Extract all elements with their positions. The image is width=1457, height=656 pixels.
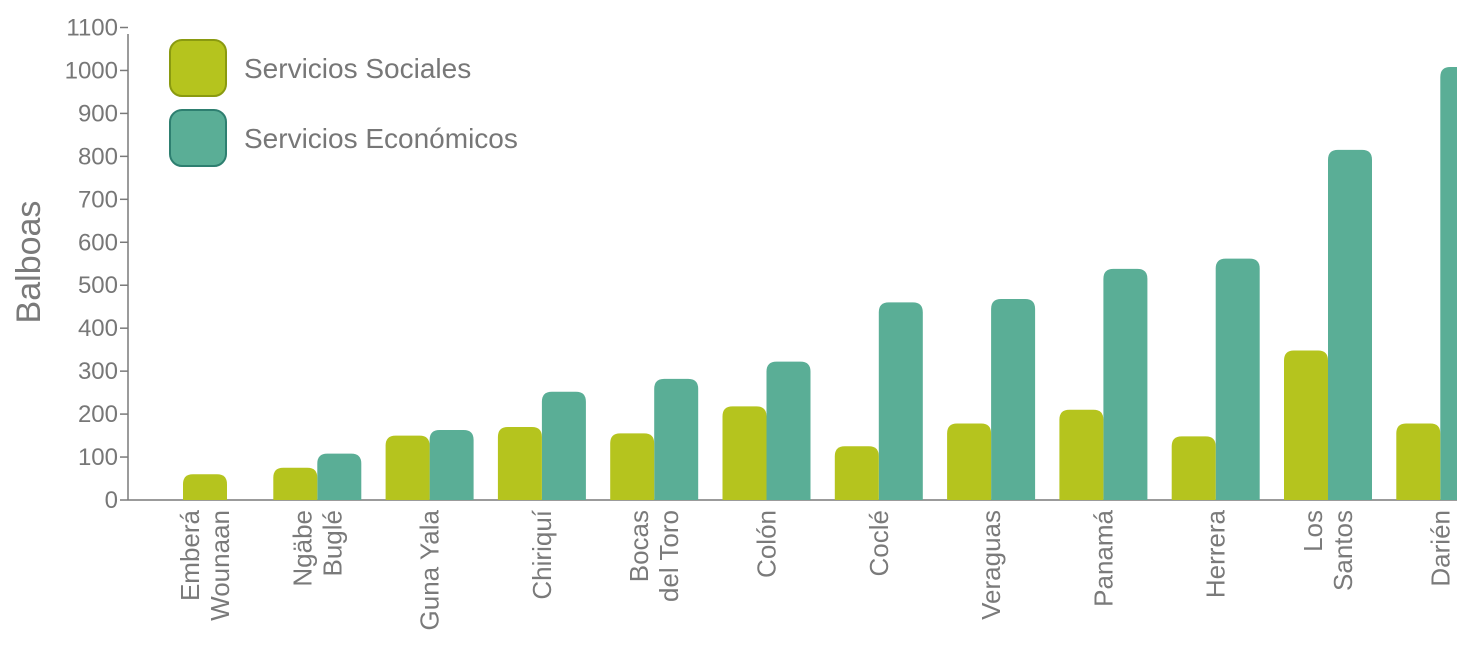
bar-servicios-economicos-darien xyxy=(1440,67,1457,500)
y-tick-label: 200 xyxy=(78,401,118,428)
bar-servicios-economicos-cocle xyxy=(878,302,923,500)
x-tick-label: Guna Yala xyxy=(415,509,445,630)
y-tick-label: 700 xyxy=(78,186,118,213)
x-tick-label: Emberá xyxy=(175,509,205,601)
bar-servicios-economicos-los-santos xyxy=(1328,149,1372,500)
x-tick-label: Los xyxy=(1298,510,1328,552)
y-axis: 0 100 200 300 400 500 600 700 800 900 1000 1100 Bal… xyxy=(10,15,129,514)
x-tick-label: Wounaan xyxy=(205,510,235,621)
bar-servicios-sociales-panama xyxy=(1059,409,1104,500)
legend-swatch-servicios-economicos xyxy=(169,109,227,167)
y-tick-label: 600 xyxy=(78,229,118,256)
x-tick-label: Herrera xyxy=(1201,509,1231,598)
y-tick-label: 400 xyxy=(78,315,118,342)
legend-swatch-servicios-sociales xyxy=(169,39,227,97)
x-tick-label: Panamá xyxy=(1088,509,1118,606)
bar-servicios-economicos-bocas-del-toro xyxy=(654,378,699,500)
y-tick-label: 800 xyxy=(78,143,118,170)
y-tick-label: 500 xyxy=(78,272,118,299)
bar-servicios-sociales-colon xyxy=(722,406,767,500)
bar-servicios-economicos-herrera xyxy=(1215,258,1260,500)
x-tick-label: Santos xyxy=(1328,510,1358,591)
y-tick-label: 1100 xyxy=(66,15,118,42)
bar-servicios-economicos-guna-yala xyxy=(429,429,474,500)
bar-servicios-economicos-colon xyxy=(766,361,811,500)
x-tick-label: Ngäbe xyxy=(287,510,317,587)
x-axis: Emberá Wounaan Ngäbe Buglé Guna Yala Chiriquí… xyxy=(128,499,1457,630)
bar-servicios-sociales-guna-yala xyxy=(385,435,430,500)
bar-servicios-economicos-ngabe-bugle xyxy=(317,453,362,500)
bar-servicios-economicos-veraguas xyxy=(991,298,1036,500)
y-tick-label: 300 xyxy=(78,358,118,385)
legend-label-servicios-economicos: Servicios Económicos xyxy=(244,123,518,154)
y-tick-label: 1000 xyxy=(65,57,118,84)
x-tick-label: Colón xyxy=(752,510,782,578)
x-tick-label: Chiriquí xyxy=(527,509,557,599)
legend: Servicios Sociales Servicios Económicos xyxy=(169,39,518,167)
bar-servicios-sociales-embera-wounaan xyxy=(183,474,227,500)
x-tick-group: Emberá Wounaan Ngäbe Buglé Guna Yala Chiriquí… xyxy=(175,509,1455,630)
y-axis-label: Balboas xyxy=(10,201,48,324)
bar-servicios-economicos-panama xyxy=(1103,268,1148,500)
y-tick-label: 100 xyxy=(78,444,118,471)
bar-servicios-sociales-ngabe-bugle xyxy=(273,467,318,500)
x-tick-label: Coclé xyxy=(864,510,894,576)
x-tick-label: Bocas xyxy=(624,510,654,582)
bar-servicios-sociales-chiriqui xyxy=(497,426,542,500)
bar-servicios-economicos-chiriqui xyxy=(541,391,586,500)
bar-servicios-sociales-bocas-del-toro xyxy=(610,433,655,500)
x-tick-label: Buglé xyxy=(317,510,347,577)
x-tick-label: Darién xyxy=(1425,510,1455,587)
y-tick-group: 0 100 200 300 400 500 600 700 800 900 1000 1100 xyxy=(65,15,128,514)
bar-servicios-sociales-cocle xyxy=(834,446,879,500)
bar-servicios-sociales-veraguas xyxy=(947,423,992,500)
y-tick-label: 0 xyxy=(105,487,118,514)
bar-servicios-sociales-los-santos xyxy=(1284,350,1328,500)
x-tick-label: del Toro xyxy=(654,510,684,602)
bar-servicios-sociales-darien xyxy=(1396,423,1441,500)
legend-label-servicios-sociales: Servicios Sociales xyxy=(244,53,471,84)
bar-servicios-sociales-herrera xyxy=(1171,436,1216,500)
y-tick-label: 900 xyxy=(78,100,118,127)
bars-group xyxy=(183,67,1457,500)
x-tick-label: Veraguas xyxy=(976,510,1006,620)
